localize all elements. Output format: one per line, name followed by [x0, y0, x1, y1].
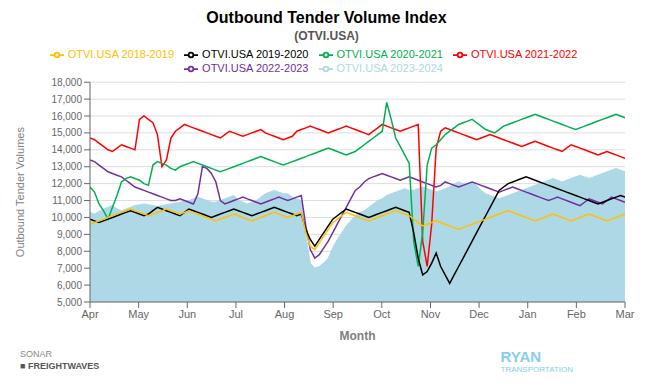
- svg-text:5,000: 5,000: [57, 297, 82, 308]
- svg-text:13,000: 13,000: [51, 161, 82, 172]
- svg-text:Dec: Dec: [469, 308, 489, 320]
- svg-text:16,000: 16,000: [51, 111, 82, 122]
- svg-text:Feb: Feb: [567, 308, 586, 320]
- svg-text:17,000: 17,000: [51, 94, 82, 105]
- svg-text:Jun: Jun: [178, 308, 196, 320]
- svg-text:Mar: Mar: [616, 308, 635, 320]
- svg-text:Jul: Jul: [229, 308, 243, 320]
- svg-text:Sep: Sep: [323, 308, 343, 320]
- html-text:(OTVI.USA): (OTVI.USA): [294, 29, 359, 43]
- svg-text:Month: Month: [340, 329, 376, 343]
- svg-text:6,000: 6,000: [57, 280, 82, 291]
- html-text:OTVI.USA 2019-2020: OTVI.USA 2019-2020: [202, 48, 309, 60]
- html-text:SONAR: SONAR: [20, 349, 52, 359]
- svg-text:Oct: Oct: [373, 308, 390, 320]
- html-text:■ FREIGHTWAVES: ■ FREIGHTWAVES: [20, 361, 100, 371]
- svg-text:Aug: Aug: [275, 308, 295, 320]
- html-text:TRANSPORTATION: TRANSPORTATION: [500, 365, 573, 374]
- svg-text:15,000: 15,000: [51, 127, 82, 138]
- svg-text:11,000: 11,000: [52, 195, 82, 206]
- html-text:OTVI.USA 2018-2019: OTVI.USA 2018-2019: [67, 48, 175, 60]
- svg-text:Outbound Tender Volumes: Outbound Tender Volumes: [14, 127, 26, 258]
- svg-text:18,000: 18,000: [51, 77, 82, 88]
- html-text:OTVI.USA 2023-2024: OTVI.USA 2023-2024: [336, 62, 443, 75]
- html-text:RYAN: RYAN: [500, 348, 542, 365]
- html-text:Outbound Tender Volume Index: Outbound Tender Volume Index: [206, 9, 447, 26]
- html-text:OTVI.USA 2022-2023: OTVI.USA 2022-2023: [202, 62, 309, 75]
- svg-text:14,000: 14,000: [51, 144, 82, 155]
- html-text:OTVI.USA 2020-2021: OTVI.USA 2020-2021: [336, 48, 443, 60]
- svg-text:12,000: 12,000: [51, 178, 82, 189]
- svg-text:Nov: Nov: [421, 308, 441, 320]
- svg-text:10,000: 10,000: [51, 212, 82, 223]
- svg-text:7,000: 7,000: [57, 263, 82, 274]
- svg-text:Jan: Jan: [519, 308, 537, 320]
- svg-text:May: May: [128, 308, 149, 320]
- html-text:OTVI.USA 2021-2022: OTVI.USA 2021-2022: [470, 48, 578, 60]
- svg-text:8,000: 8,000: [57, 246, 82, 257]
- svg-text:Apr: Apr: [81, 308, 98, 320]
- svg-text:9,000: 9,000: [57, 229, 82, 240]
